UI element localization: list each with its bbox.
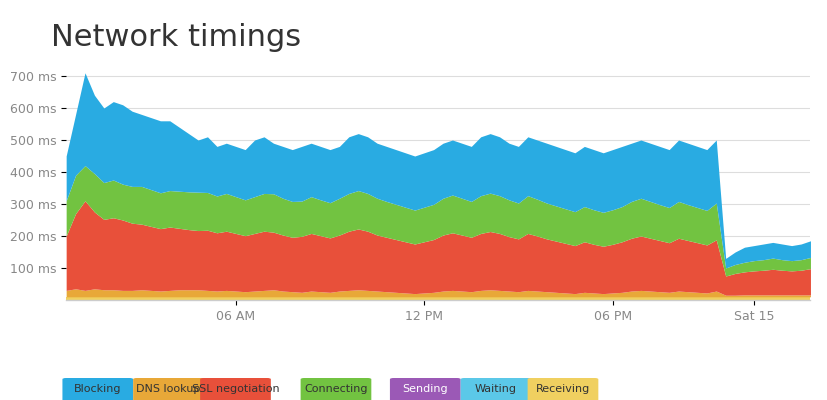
Text: Waiting: Waiting: [475, 384, 517, 394]
Text: Connecting: Connecting: [304, 384, 368, 394]
Text: Receiving: Receiving: [536, 384, 590, 394]
FancyBboxPatch shape: [63, 378, 133, 400]
FancyBboxPatch shape: [528, 378, 599, 400]
Text: DNS lookup: DNS lookup: [136, 384, 201, 394]
Text: Blocking: Blocking: [74, 384, 122, 394]
FancyBboxPatch shape: [200, 378, 271, 400]
Text: SSL negotiation: SSL negotiation: [192, 384, 280, 394]
Text: Network timings: Network timings: [51, 23, 301, 52]
FancyBboxPatch shape: [301, 378, 371, 400]
FancyBboxPatch shape: [461, 378, 532, 400]
FancyBboxPatch shape: [390, 378, 461, 400]
FancyBboxPatch shape: [133, 378, 203, 400]
Text: Sending: Sending: [403, 384, 448, 394]
